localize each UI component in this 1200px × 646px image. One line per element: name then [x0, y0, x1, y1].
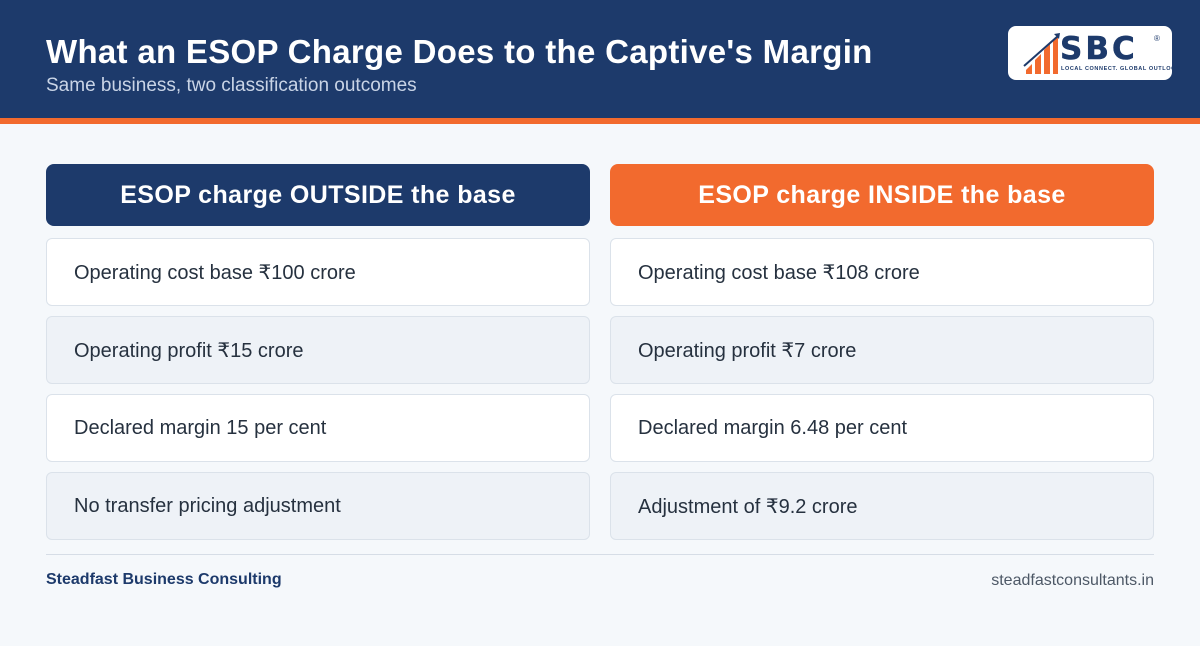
- sbc-logo: SBC ® LOCAL CONNECT. GLOBAL OUTLOOK: [1008, 26, 1180, 80]
- inside-row-operating-profit: Operating profit ₹7 crore: [610, 316, 1154, 384]
- logo-tagline: LOCAL CONNECT. GLOBAL OUTLOOK: [1061, 66, 1181, 72]
- inside-base-heading: ESOP charge INSIDE the base: [610, 164, 1154, 226]
- outside-row-cost-base: Operating cost base ₹100 crore: [46, 238, 590, 306]
- inside-row-declared-margin: Declared margin 6.48 per cent: [610, 394, 1154, 462]
- footer-company-name: Steadfast Business Consulting: [46, 571, 282, 588]
- outside-row-declared-margin: Declared margin 15 per cent: [46, 394, 590, 462]
- header-banner: What an ESOP Charge Does to the Captive'…: [0, 0, 1200, 118]
- outside-base-heading: ESOP charge OUTSIDE the base: [46, 164, 590, 226]
- page-title: What an ESOP Charge Does to the Captive'…: [46, 33, 873, 70]
- logo-registered-mark: ®: [1154, 34, 1160, 43]
- logo-wordmark: SBC: [1060, 31, 1138, 67]
- inside-row-adjustment: Adjustment of ₹9.2 crore: [610, 472, 1154, 540]
- outside-row-adjustment: No transfer pricing adjustment: [46, 472, 590, 540]
- outside-row-operating-profit: Operating profit ₹15 crore: [46, 316, 590, 384]
- inside-row-cost-base: Operating cost base ₹108 crore: [610, 238, 1154, 306]
- bar-chart-growth-icon: [1023, 33, 1060, 74]
- header-accent-stripe: [0, 118, 1200, 124]
- footer-website: steadfastconsultants.in: [991, 572, 1154, 589]
- page-subtitle: Same business, two classification outcom…: [46, 75, 417, 96]
- footer-divider: [46, 554, 1154, 555]
